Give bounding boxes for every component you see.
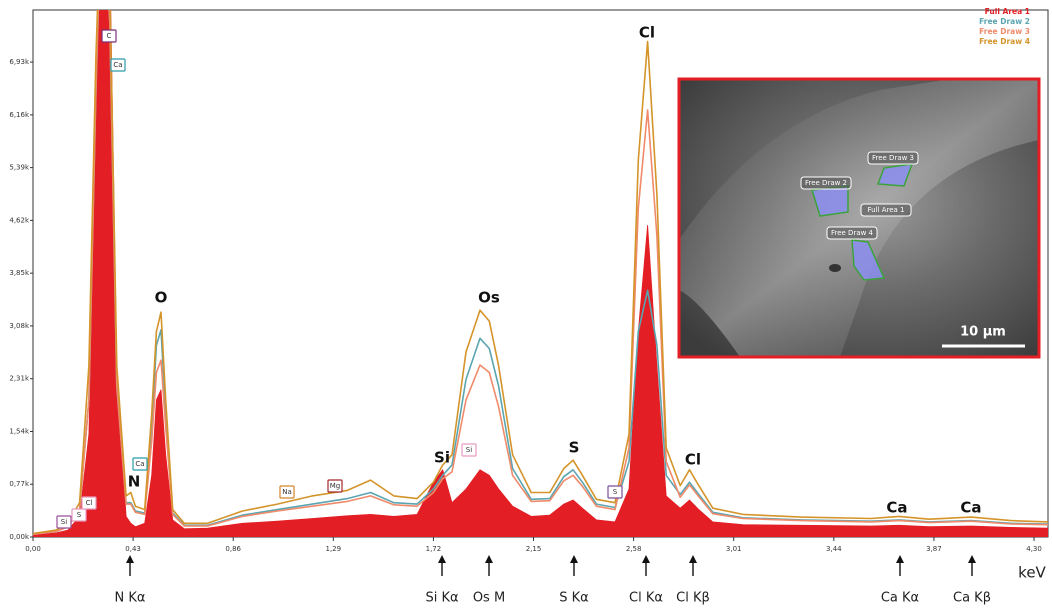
region-label: Free Draw 4 <box>831 229 874 237</box>
arrow-head <box>968 555 976 563</box>
legend-entry: Free Draw 4 <box>979 37 1030 46</box>
line-label: Si Kα <box>425 591 458 606</box>
arrow-head <box>689 555 697 563</box>
y-tick-label: 0,00k <box>9 533 30 541</box>
peak-label: Cl <box>639 24 655 42</box>
sem-spot <box>829 264 841 272</box>
line-label: Ca Kβ <box>953 591 991 606</box>
x-tick-label: 2,58 <box>626 545 642 553</box>
x-tick-label: 2,15 <box>526 545 542 553</box>
peak-label: Ca <box>886 499 907 517</box>
x-tick-label: 3,87 <box>926 545 942 553</box>
inset-image: 10 µm <box>679 79 1039 357</box>
y-tick-label: 4,62k <box>9 216 30 224</box>
peak-label: Cl <box>685 451 701 469</box>
line-label: Cl Kβ <box>676 591 710 606</box>
peak-label: N <box>128 473 141 491</box>
peak-label: Si <box>434 449 450 467</box>
region-label: Full Area 1 <box>868 206 905 214</box>
region-label: Free Draw 3 <box>872 154 914 162</box>
peak-label: O <box>155 289 168 307</box>
x-tick-label: 4,30 <box>1026 545 1042 553</box>
marker-label: S <box>77 511 82 519</box>
peak-label: Os <box>478 289 500 307</box>
x-tick-label: 1,29 <box>326 545 342 553</box>
line-label: S Kα <box>559 591 588 606</box>
arrow-head <box>485 555 493 563</box>
legend-entry: Free Draw 2 <box>979 17 1030 26</box>
line-label: Cl Kα <box>629 591 663 606</box>
y-tick-label: 6,16k <box>9 111 30 119</box>
x-tick-label: 0,43 <box>125 545 141 553</box>
arrow-head <box>438 555 446 563</box>
line-label: N Kα <box>115 591 146 606</box>
arrow-head <box>126 555 134 563</box>
marker-label: S <box>613 488 618 496</box>
x-axis-label: keV <box>1018 564 1046 582</box>
y-tick-label: 1,54k <box>9 427 30 435</box>
marker-label: Ca <box>135 460 144 468</box>
line-label: Ca Kα <box>881 591 919 606</box>
line-label: Os M <box>473 591 505 606</box>
y-tick-label: 3,08k <box>9 322 30 330</box>
arrow-head <box>896 555 904 563</box>
arrow-head <box>642 555 650 563</box>
y-tick-label: 5,39k <box>9 164 30 172</box>
x-tick-label: 1,72 <box>426 545 442 553</box>
marker-label: Na <box>282 488 292 496</box>
x-tick-label: 0,00 <box>25 545 41 553</box>
marker-label: Ca <box>113 61 122 69</box>
marker-label: Si <box>466 446 472 454</box>
peak-label: Ca <box>960 499 981 517</box>
marker-label: Mg <box>330 482 340 490</box>
region-label: Free Draw 2 <box>805 179 847 187</box>
marker-label: Cl <box>86 499 93 507</box>
y-tick-label: 3,85k <box>9 269 30 277</box>
scale-bar-label: 10 µm <box>960 325 1006 340</box>
marker-label: C <box>107 32 112 40</box>
x-tick-label: 0,86 <box>225 545 241 553</box>
peak-label: S <box>569 439 580 457</box>
y-tick-label: 6,93k <box>9 58 30 66</box>
x-tick-label: 3,44 <box>826 545 842 553</box>
legend-entry: Free Draw 3 <box>979 27 1030 36</box>
marker-label: Si <box>61 518 67 526</box>
x-tick-label: 3,01 <box>726 545 742 553</box>
legend-entry: Full Area 1 <box>985 7 1030 16</box>
arrow-head <box>570 555 578 563</box>
y-tick-label: 0,77k <box>9 480 30 488</box>
chart: keV 10 µm 0,00 0,43 0,86 1,29 1,72 2,15 2,58 3,… <box>0 0 1052 609</box>
y-tick-label: 2,31k <box>9 375 30 383</box>
